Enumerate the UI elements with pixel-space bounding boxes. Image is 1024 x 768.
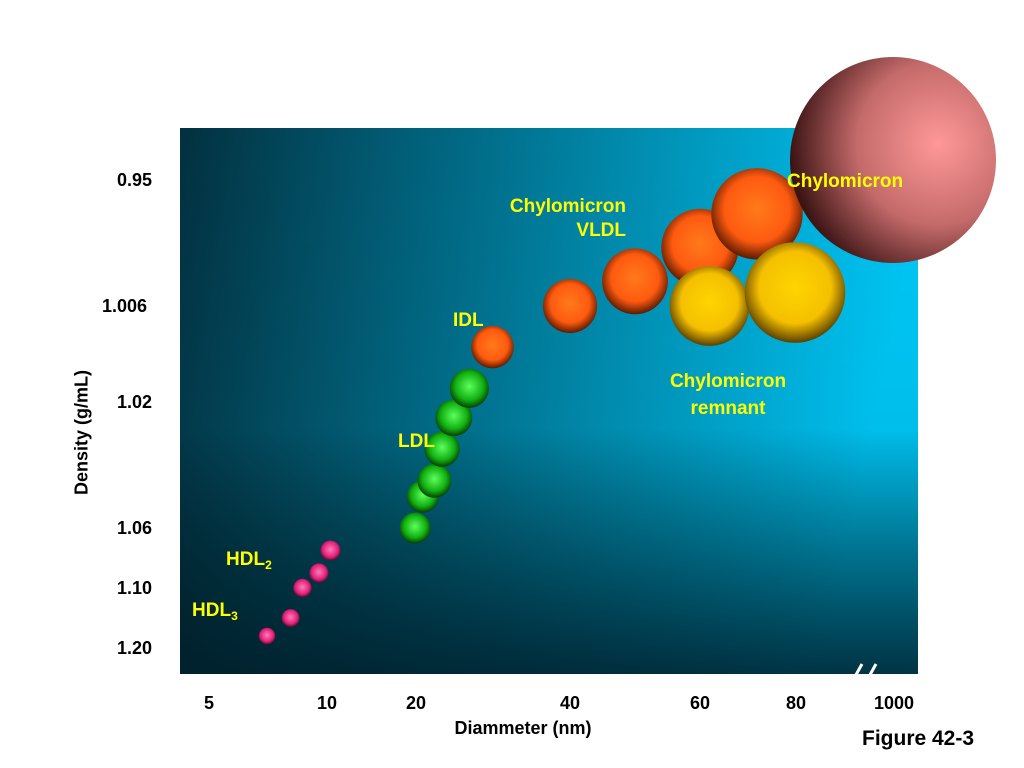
point-hdl2-2 <box>320 540 341 561</box>
point-ldl-3 <box>424 431 460 467</box>
point-hdl2-1 <box>309 563 329 583</box>
y-axis-title: Density (g/mL) <box>71 370 92 496</box>
x-axis-break-icon <box>850 663 878 683</box>
point-idl-0 <box>471 325 514 369</box>
point-chylomicron-remnant-1 <box>744 242 846 343</box>
figure-caption: Figure 42-3 <box>862 727 975 750</box>
y-tick-label: 1.006 <box>101 296 147 316</box>
series-label-hdl2: HDL2 <box>226 549 272 572</box>
point-ldl-0 <box>399 512 431 544</box>
point-vldl-0 <box>542 278 598 334</box>
series-label-vldl: Chylomicron VLDL <box>509 196 626 241</box>
x-tick-label: 60 <box>689 693 711 713</box>
point-chylomicron-0 <box>790 57 996 263</box>
point-vldl-1 <box>602 248 668 315</box>
hdl3-label-sub: 3 <box>231 609 238 623</box>
y-tick-label: 0.95 <box>116 170 152 190</box>
point-ldl-2 <box>417 463 452 498</box>
y-tick-label: 1.20 <box>116 638 152 658</box>
point-chylomicron-remnant-0 <box>669 266 750 346</box>
points-layer <box>258 57 996 645</box>
point-hdl3-0 <box>258 627 276 645</box>
series-label-idl: IDL <box>453 310 484 331</box>
series-label-hdl3: HDL3 <box>192 600 238 623</box>
hdl3-label-main: HDL <box>192 600 232 621</box>
series-label-chylomicron-remnant: Chylomicron remnant <box>669 371 787 419</box>
point-ldl-4 <box>435 399 473 437</box>
x-tick-label: 40 <box>559 693 581 713</box>
point-vldl-3 <box>711 168 803 260</box>
y-tick-label: 1.02 <box>116 392 152 412</box>
x-tick-label: 80 <box>785 693 807 713</box>
x-tick-label: 1000 <box>873 693 915 713</box>
series-label-ldl: LDL <box>398 431 435 452</box>
point-hdl3-1 <box>281 609 300 627</box>
x-tick-label: 10 <box>316 693 338 713</box>
x-tick-label: 5 <box>203 693 214 713</box>
point-ldl-5 <box>449 368 489 408</box>
hdl2-label-sub: 2 <box>265 558 272 572</box>
series-label-chylomicron: Chylomicron <box>787 171 904 192</box>
x-tick-label: 20 <box>405 693 427 713</box>
x-axis-title: Diammeter (nm) <box>454 718 592 738</box>
hdl2-label-main: HDL <box>226 549 266 570</box>
y-tick-label: 1.06 <box>116 518 152 538</box>
y-tick-label: 1.10 <box>116 578 152 598</box>
point-hdl2-0 <box>293 578 312 598</box>
